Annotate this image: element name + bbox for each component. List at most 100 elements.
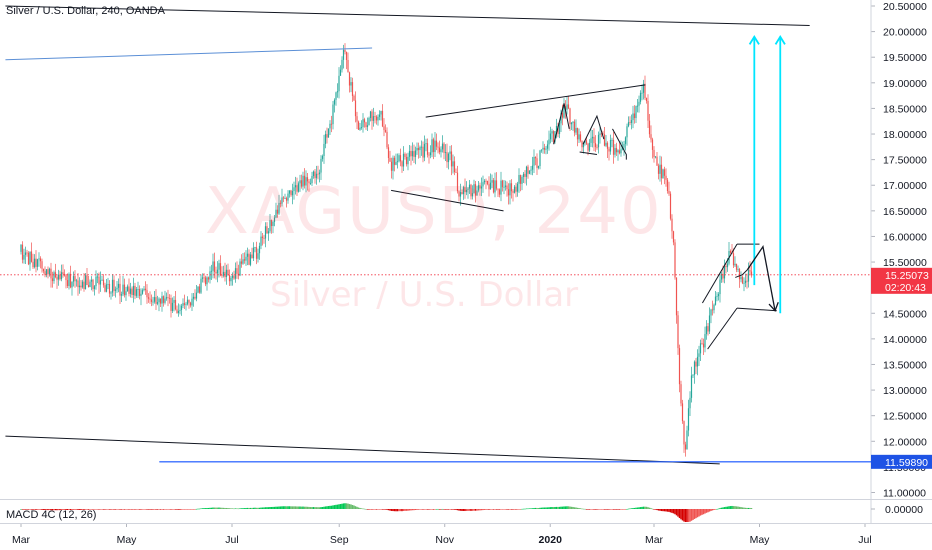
macd-bar	[50, 509, 52, 511]
candle-body	[299, 180, 301, 184]
macd-bar	[201, 508, 204, 509]
macd-bar	[501, 509, 504, 510]
macd-bar	[414, 509, 417, 511]
candle-body	[165, 297, 168, 299]
macd-bar	[606, 509, 609, 510]
candle-body	[416, 147, 418, 151]
macd-bar	[737, 506, 739, 509]
macd-bar	[653, 509, 655, 510]
candle-body	[147, 297, 150, 299]
price-tick-label: 15.50000	[883, 257, 927, 269]
macd-bar	[387, 509, 390, 511]
macd-bar	[582, 508, 585, 510]
candle-body	[660, 164, 663, 179]
candle-body	[570, 122, 573, 125]
candle-body	[675, 277, 678, 316]
candle-body	[284, 198, 286, 199]
macd-bar	[468, 509, 471, 511]
candle-body	[65, 275, 67, 281]
candle-body	[363, 119, 366, 123]
macd-bar	[315, 507, 318, 509]
macd-bar	[53, 509, 55, 511]
candle-body	[641, 92, 643, 94]
macd-bar	[153, 509, 156, 510]
macd-bar	[36, 509, 39, 510]
macd-bar	[450, 509, 453, 510]
macd-bar	[174, 509, 177, 510]
macd-bar	[609, 509, 612, 510]
macd-bar	[308, 506, 310, 509]
candle-body	[585, 140, 588, 144]
macd-bar	[420, 509, 423, 510]
candle-body	[57, 274, 60, 280]
candle-body	[443, 143, 445, 153]
macd-bar	[305, 506, 307, 509]
candle-body	[92, 279, 94, 290]
candle-body	[282, 197, 285, 199]
candle-body	[428, 154, 430, 156]
macd-bar	[405, 509, 408, 511]
macd-bar	[146, 509, 148, 510]
candle-body	[342, 49, 345, 60]
candle-body	[599, 133, 601, 135]
macd-bar	[87, 509, 90, 510]
macd-bar	[519, 509, 522, 510]
macd-bar	[338, 504, 340, 509]
macd-bar	[465, 509, 468, 512]
candle-body	[69, 273, 72, 288]
candle-body	[141, 290, 144, 294]
macd-bar	[539, 507, 541, 509]
candle-body	[623, 143, 625, 148]
price-tick-label: 12.00000	[883, 436, 927, 448]
macd-bar	[644, 506, 646, 509]
candle-body	[653, 149, 655, 158]
macd-bar	[623, 509, 625, 510]
macd-bar	[675, 509, 678, 516]
macd-bar	[141, 509, 144, 510]
macd-bar	[750, 508, 753, 509]
candle-body	[362, 119, 364, 128]
macd-bar	[77, 509, 79, 510]
candle-body	[447, 153, 450, 163]
macd-bar	[252, 507, 255, 509]
candle-body	[629, 122, 631, 123]
candle-body	[726, 263, 729, 268]
candle-body	[486, 180, 489, 185]
candle-body	[143, 288, 145, 291]
macd-bar	[329, 505, 331, 509]
candle-body	[48, 268, 51, 275]
candle-body	[252, 247, 255, 259]
macd-bar	[156, 509, 159, 510]
macd-bar	[194, 509, 196, 510]
macd-bar	[579, 508, 582, 509]
macd-bar	[303, 506, 306, 509]
candle-body	[716, 296, 718, 297]
candle-body	[176, 309, 178, 314]
macd-bar	[92, 509, 94, 510]
candle-body	[246, 253, 249, 257]
candle-body	[357, 121, 360, 130]
candle-body	[693, 361, 696, 375]
macd-bar	[720, 507, 723, 509]
macd-bar	[368, 509, 370, 510]
candle-body	[590, 138, 592, 143]
candle-body	[191, 298, 193, 306]
candle-body	[261, 236, 264, 238]
candle-body	[305, 177, 307, 186]
macd-bar	[120, 509, 123, 510]
candle-body	[569, 108, 571, 125]
candle-body	[311, 176, 313, 184]
candle-body	[567, 104, 570, 109]
candle-body	[122, 284, 124, 295]
candle-body	[582, 142, 585, 148]
candle-body	[255, 247, 258, 259]
macd-bar	[257, 507, 259, 509]
candle-body	[114, 289, 117, 291]
candle-body	[243, 259, 246, 261]
candle-body	[213, 261, 216, 272]
macd-bar	[354, 506, 357, 509]
macd-bar	[645, 506, 648, 509]
macd-bar	[38, 509, 40, 510]
candle-body	[347, 59, 349, 73]
candle-body	[542, 147, 544, 150]
